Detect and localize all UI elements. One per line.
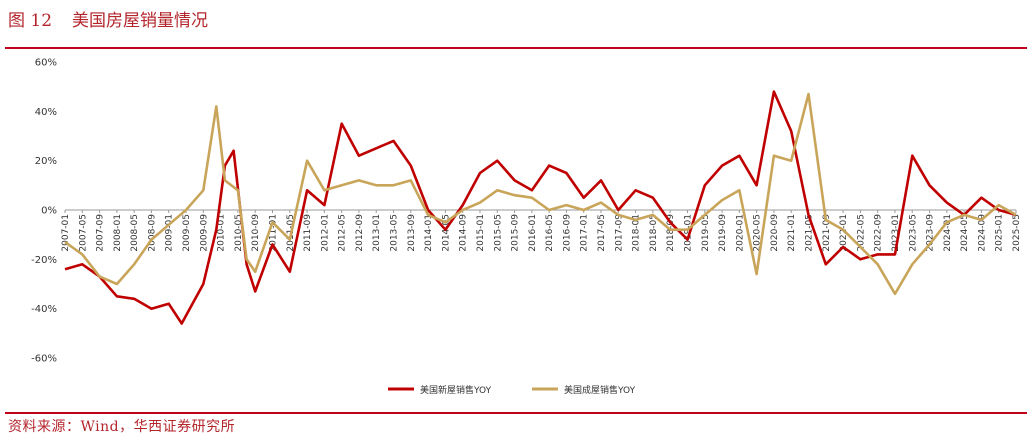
x-tick-label: 2022-01: [839, 214, 849, 252]
series-line-new-home-sales: [64, 90, 1017, 325]
x-tick-label: 2013-05: [390, 214, 400, 252]
x-tick-label: 2007-01: [61, 214, 71, 252]
y-tick-label: 20%: [35, 156, 57, 167]
series-line-existing-home-sales: [64, 92, 1017, 296]
y-tick-label: -60%: [31, 354, 57, 365]
x-tick-label: 2014-01: [424, 214, 434, 252]
x-tick-label: 2025-01: [995, 214, 1005, 252]
x-tick-label: 2010-01: [217, 214, 227, 252]
x-tick-label: 2016-09: [562, 214, 572, 252]
x-tick-label: 2024-01: [943, 214, 953, 252]
x-tick-label: 2008-05: [130, 214, 140, 252]
x-tick-label: 2021-01: [787, 214, 797, 252]
x-tick-label: 2007-05: [78, 214, 88, 252]
x-tick-label: 2022-05: [856, 214, 866, 252]
x-tick-label: 2017-05: [597, 214, 607, 252]
x-tick-label: 2018-05: [649, 214, 659, 252]
x-tick-label: 2016-05: [545, 214, 555, 252]
x-tick-label: 2024-09: [977, 214, 987, 252]
x-tick-label: 2023-01: [891, 214, 901, 252]
x-tick-label: 2009-09: [199, 214, 209, 252]
legend-label: 美国新屋销售YOY: [420, 384, 492, 396]
x-tick-label: 2015-01: [476, 214, 486, 252]
x-tick-label: 2014-09: [459, 214, 469, 252]
y-tick-label: 0%: [41, 206, 57, 217]
y-tick-label: -20%: [31, 255, 57, 266]
x-tick-label: 2019-05: [701, 214, 711, 252]
y-tick-label: -40%: [31, 304, 57, 315]
x-tick-label: 2015-09: [511, 214, 521, 252]
x-tick-label: 2013-09: [407, 214, 417, 252]
y-tick-label: 40%: [35, 107, 57, 118]
x-tick-label: 2018-01: [632, 214, 642, 252]
x-tick-label: 2017-09: [614, 214, 624, 252]
figure-number: 图 12: [8, 10, 53, 31]
x-tick-label: 2012-05: [338, 214, 348, 252]
x-tick-label: 2021-05: [805, 214, 815, 252]
x-tick-label: 2025-05: [1012, 214, 1022, 252]
x-tick-label: 2022-09: [874, 214, 884, 252]
x-tick-label: 2012-01: [320, 214, 330, 252]
x-tick-label: 2011-09: [303, 214, 313, 252]
x-tick-label: 2010-05: [234, 214, 244, 252]
x-tick-label: 2014-05: [441, 214, 451, 252]
x-tick-label: 2019-09: [718, 214, 728, 252]
x-tick-label: 2023-05: [908, 214, 918, 252]
x-tick-label: 2015-05: [493, 214, 503, 252]
figure-title: 图 12 美国房屋销量情况: [8, 5, 208, 31]
x-tick-label: 2008-09: [147, 214, 157, 252]
header-rule: [5, 47, 1027, 49]
x-tick-label: 2009-05: [182, 214, 192, 252]
y-tick-label: 60%: [35, 58, 57, 69]
x-tick-label: 2010-09: [251, 214, 261, 252]
x-tick-label: 2018-09: [666, 214, 676, 252]
x-tick-label: 2016-01: [528, 214, 538, 252]
x-tick-label: 2020-01: [735, 214, 745, 252]
x-tick-label: 2017-01: [580, 214, 590, 252]
source-note: 资料来源：Wind，华西证券研究所: [8, 419, 236, 435]
x-tick-label: 2009-01: [165, 214, 175, 252]
legend-label: 美国成屋销售YOY: [564, 384, 636, 396]
x-tick-label: 2023-09: [926, 214, 936, 252]
x-tick-label: 2020-05: [753, 214, 763, 252]
x-tick-label: 2012-09: [355, 214, 365, 252]
x-tick-label: 2007-09: [96, 214, 106, 252]
line-chart: 60% 40% 20% 0% -20% -40% -60% 2007-01 2007-05 200…: [31, 58, 1022, 397]
x-tick-label: 2008-01: [113, 214, 123, 252]
x-tick-label: 2013-01: [372, 214, 382, 252]
figure-caption: 美国房屋销量情况: [72, 10, 209, 31]
x-tick-label: 2011-01: [268, 214, 278, 252]
x-tick-label: 2020-09: [770, 214, 780, 252]
footer-rule: [5, 412, 1027, 414]
x-tick-label: 2021-09: [822, 214, 832, 252]
x-tick-label: 2024-05: [960, 214, 970, 252]
